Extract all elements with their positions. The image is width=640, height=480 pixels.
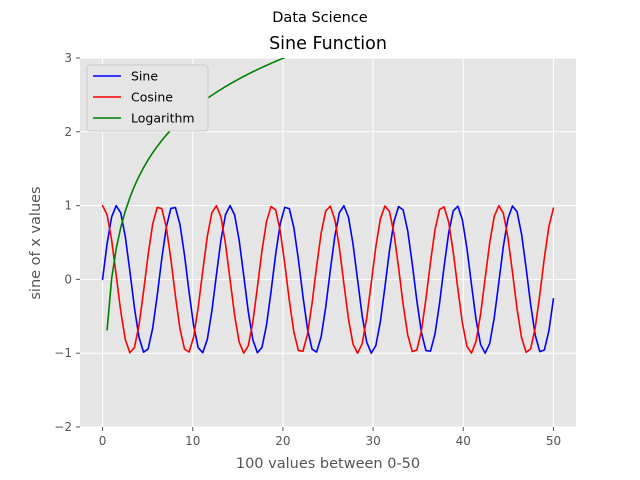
x-tick-label: 0 xyxy=(99,434,107,448)
y-axis-label: sine of x values xyxy=(28,186,44,299)
x-tick-label: 30 xyxy=(365,434,380,448)
x-tick-label: 40 xyxy=(456,434,471,448)
legend-box xyxy=(86,64,209,132)
legend-label-cosine: Cosine xyxy=(131,90,173,105)
y-tick-label: −2 xyxy=(54,420,72,434)
x-axis-label: 100 values between 0-50 xyxy=(236,456,420,472)
chart-title: Sine Function xyxy=(269,34,387,54)
grid xyxy=(80,57,576,428)
series-line-cosine xyxy=(101,204,555,355)
x-tick-label: 20 xyxy=(275,434,290,448)
axis-ticks: 0 10 20 30 40 50 −2 −1 0 1 2 3 xyxy=(54,51,561,448)
legend-label-logarithm: Logarithm xyxy=(131,111,195,126)
y-tick-label: 3 xyxy=(64,51,72,65)
legend-label-sine: Sine xyxy=(131,69,158,84)
x-tick-label: 10 xyxy=(185,434,200,448)
y-tick-label: −1 xyxy=(54,346,72,360)
y-tick-label: 1 xyxy=(64,199,72,213)
x-tick-label: 50 xyxy=(546,434,561,448)
figure-suptitle: Data Science xyxy=(272,10,368,26)
y-tick-label: 0 xyxy=(64,272,72,286)
y-tick-label: 2 xyxy=(64,125,72,139)
legend: Sine Cosine Logarithm xyxy=(86,64,209,132)
